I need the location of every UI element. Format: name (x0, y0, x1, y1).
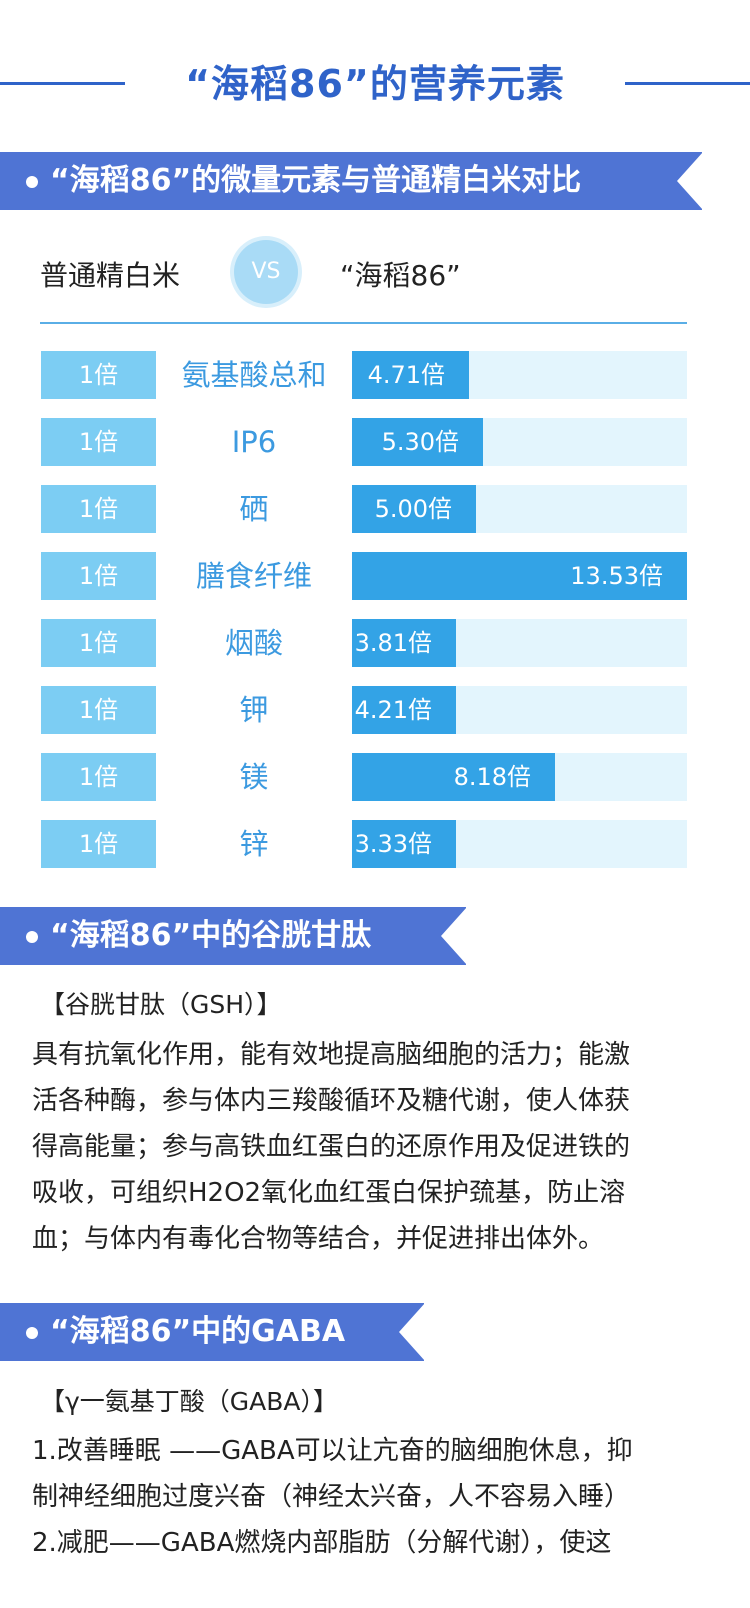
base-multiple: 1倍 (41, 351, 156, 399)
comparison-header: 普通精白米 VS “海稻86” (40, 240, 690, 320)
nutrient-name: 镁 (239, 760, 269, 794)
base-multiple: 1倍 (41, 820, 156, 868)
value-bar: 3.81倍 (352, 619, 456, 667)
paragraph-line: 2.减肥——GABA燃烧内部脂肪（分解代谢），使这 (32, 1528, 612, 1558)
banner-notch (399, 1303, 425, 1361)
page-title: “海稻86”的营养元素 (185, 62, 565, 106)
bullet-dot-icon (26, 931, 38, 943)
bar-track: 13.53倍 (352, 552, 687, 600)
title-divider-left (0, 82, 125, 85)
paragraph-line: 1.改善睡眠 ——GABA可以让亢奋的脑细胞休息，抑 (32, 1436, 633, 1466)
value-bar: 4.71倍 (352, 351, 469, 399)
paragraph-line: 得高能量；参与高铁血红蛋白的还原作用及促进铁的 (32, 1132, 631, 1162)
bullet-dot-icon (26, 1327, 38, 1339)
bullet-dot-icon (26, 176, 38, 188)
title-divider-right (625, 82, 750, 85)
paragraph-line: 血；与体内有毒化合物等结合，并促进排出体外。 (32, 1224, 605, 1254)
nutrient-name: 氨基酸总和 (181, 358, 327, 392)
value-bar: 8.18倍 (352, 753, 555, 801)
banner-notch (677, 152, 703, 210)
nutrient-name: 钾 (239, 693, 269, 727)
nutrient-name: 硒 (239, 492, 269, 526)
bar-track: 5.00倍 (352, 485, 687, 533)
bar-track: 3.33倍 (352, 820, 687, 868)
comparison-row: 1倍 IP6 5.30倍 (41, 418, 687, 466)
base-multiple: 1倍 (41, 485, 156, 533)
comparison-row: 1倍 钾 4.21倍 (41, 686, 687, 734)
main-title-block: “海稻86”的营养元素 (0, 54, 750, 114)
comparison-row: 1倍 硒 5.00倍 (41, 485, 687, 533)
glutathione-description: 具有抗氧化作用，能有效地提高脑细胞的活力；能激 活各种酶，参与体内三羧酸循环及糖… (32, 1032, 722, 1262)
comparison-divider (40, 322, 687, 324)
value-bar: 3.33倍 (352, 820, 456, 868)
glutathione-label: 【谷胱甘肽（GSH）】 (40, 990, 282, 1019)
comparison-row: 1倍 氨基酸总和 4.71倍 (41, 351, 687, 399)
vs-badge: VS (234, 240, 298, 304)
value-bar: 4.21倍 (352, 686, 456, 734)
bar-track: 4.21倍 (352, 686, 687, 734)
comparison-row: 1倍 膳食纤维 13.53倍 (41, 552, 687, 600)
white-rice-label: 普通精白米 (40, 259, 181, 292)
nutrient-name: 膳食纤维 (195, 559, 312, 593)
base-multiple: 1倍 (41, 418, 156, 466)
gaba-description: 1.改善睡眠 ——GABA可以让亢奋的脑细胞休息，抑 制神经细胞过度兴奋（神经太… (32, 1428, 722, 1566)
bar-track: 8.18倍 (352, 753, 687, 801)
section-banner-title: “海稻86”中的谷胱甘肽 (50, 918, 372, 953)
base-multiple: 1倍 (41, 619, 156, 667)
base-multiple: 1倍 (41, 552, 156, 600)
comparison-row: 1倍 锌 3.33倍 (41, 820, 687, 868)
bar-track: 3.81倍 (352, 619, 687, 667)
comparison-row: 1倍 烟酸 3.81倍 (41, 619, 687, 667)
value-bar: 13.53倍 (352, 552, 687, 600)
banner-notch (441, 907, 467, 965)
base-multiple: 1倍 (41, 686, 156, 734)
paragraph-line: 具有抗氧化作用，能有效地提高脑细胞的活力；能激 (32, 1040, 631, 1070)
gaba-label: 【γ一氨基丁酸（GABA）】 (40, 1387, 339, 1416)
paragraph-line: 制神经细胞过度兴奋（神经太兴奋，人不容易入睡） (32, 1482, 631, 1512)
bar-track: 4.71倍 (352, 351, 687, 399)
nutrient-name: 烟酸 (224, 626, 283, 660)
section-banner-gaba: “海稻86”中的GABA (0, 1303, 425, 1361)
paragraph-line: 吸收，可组织H2O2氧化血红蛋白保护巯基，防止溶 (32, 1178, 626, 1208)
nutrient-name: IP6 (231, 425, 277, 459)
nutrient-name: 锌 (239, 827, 269, 861)
section-banner-title: “海稻86”的微量元素与普通精白米对比 (50, 163, 582, 198)
paragraph-line: 活各种酶，参与体内三羧酸循环及糖代谢，使人体获 (32, 1086, 631, 1116)
base-multiple: 1倍 (41, 753, 156, 801)
haidao86-label: “海稻86” (340, 259, 461, 292)
bar-track: 5.30倍 (352, 418, 687, 466)
section-banner-title: “海稻86”中的GABA (50, 1314, 346, 1349)
value-bar: 5.30倍 (352, 418, 483, 466)
section-banner-trace-elements: “海稻86”的微量元素与普通精白米对比 (0, 152, 703, 210)
section-banner-glutathione: “海稻86”中的谷胱甘肽 (0, 907, 467, 965)
comparison-row: 1倍 镁 8.18倍 (41, 753, 687, 801)
value-bar: 5.00倍 (352, 485, 476, 533)
